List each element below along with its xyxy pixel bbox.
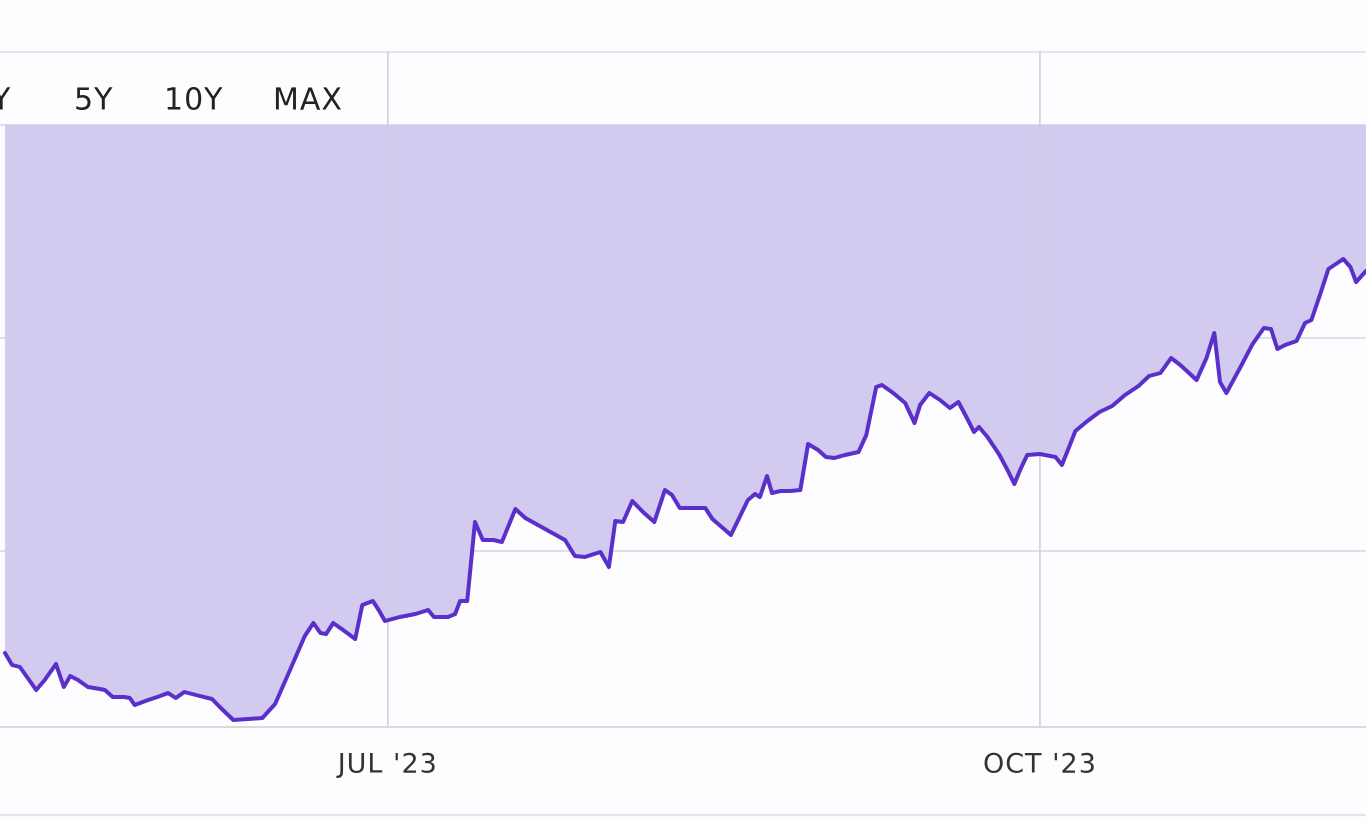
area-fill [5, 125, 1366, 720]
range-button[interactable]: 10Y [164, 83, 224, 118]
price-line [3, 257, 1366, 722]
x-tick-label: JUL '23 [336, 749, 438, 780]
range-button[interactable]: 5Y [74, 83, 113, 118]
x-tick-label: OCT '23 [983, 749, 1097, 780]
plot-area: JUL '23 OCT '23 [0, 52, 1366, 780]
range-button[interactable]: MAX [273, 83, 343, 118]
range-buttons: Y 5Y 10Y MAX [0, 83, 343, 118]
range-button[interactable]: Y [0, 83, 11, 118]
